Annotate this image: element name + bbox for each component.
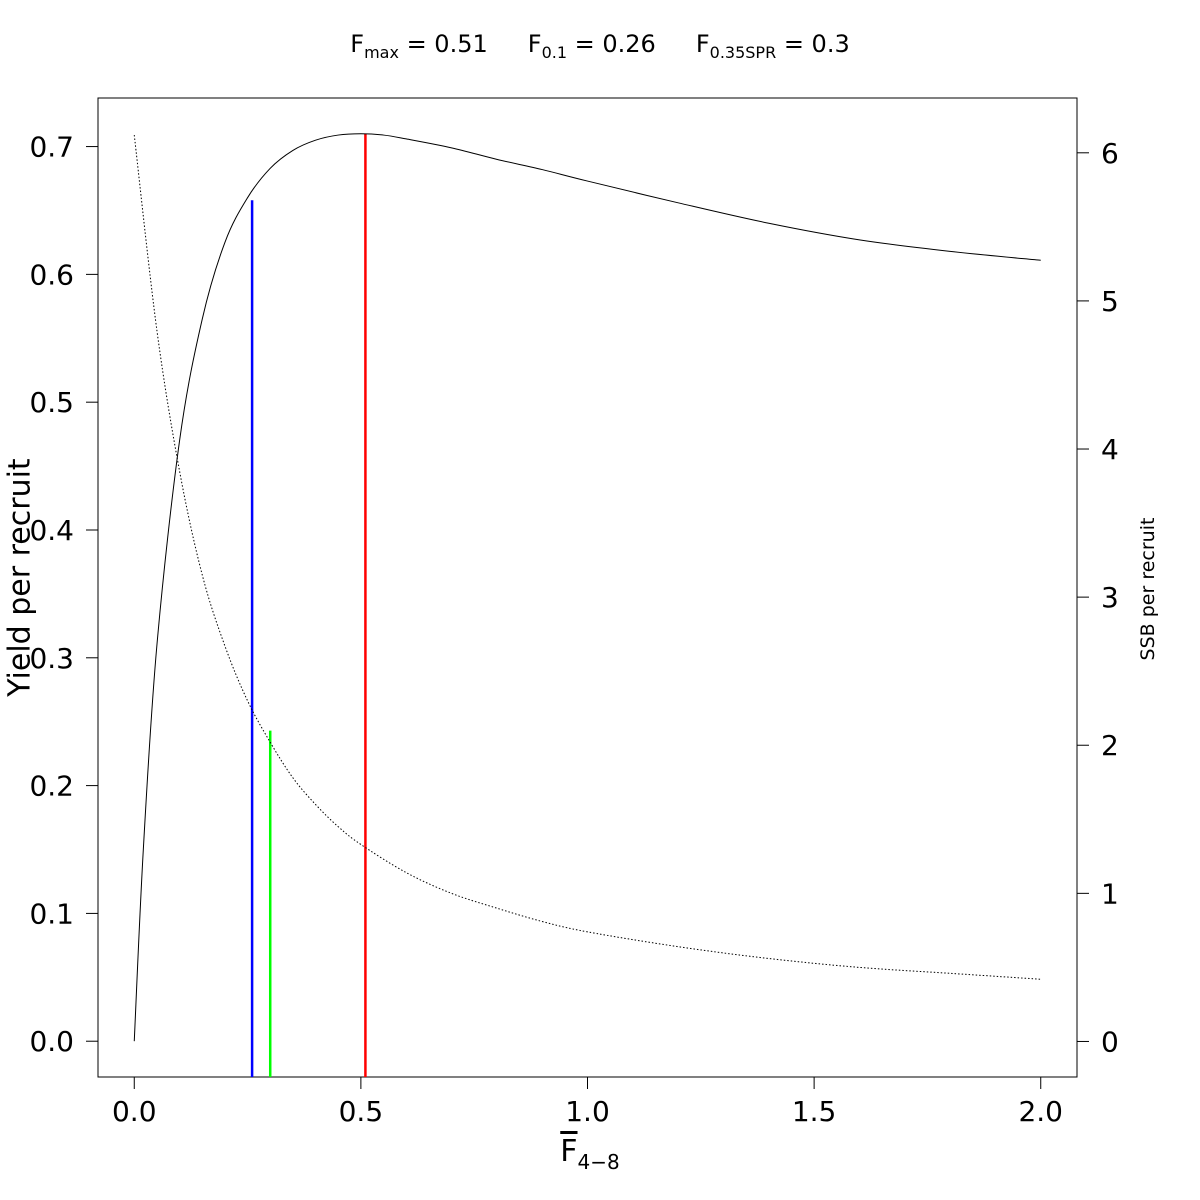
plot-frame [97,97,1078,1078]
y-tick-label: 0.3 [29,642,74,675]
yield-per-recruit-line [133,133,1041,1042]
series-layer [133,133,1041,1042]
y2-tick-label: 2 [1101,729,1119,762]
y-tick-label: 0.6 [29,258,74,291]
y2-tick-label: 6 [1101,137,1119,170]
x-axis: 0.0 0.5 1.0 1.5 2.0 [112,1077,1063,1128]
y2-axis-label: SSB per recruit [1137,517,1159,661]
y-tick-label: 0.5 [29,386,74,419]
x-tick-label: 0.0 [112,1095,157,1128]
x-tick-label: 1.5 [792,1095,837,1128]
y2-tick-label: 5 [1101,285,1119,318]
y-tick-label: 0.7 [29,131,74,164]
x-axis-label: F4−8 [560,1134,620,1174]
y-tick-label: 0.4 [29,514,74,547]
y2-tick-label: 0 [1101,1025,1119,1058]
x-tick-label: 0.5 [339,1095,384,1128]
chart-title: Fmax = 0.51 F0.1 = 0.26 F0.35SPR = 0.3 [0,30,1200,62]
ssb-per-recruit-line [133,134,1041,980]
fmax-label: Fmax = 0.51 [350,30,488,62]
y2-tick-label: 3 [1101,581,1119,614]
y-tick-label: 0.2 [29,770,74,803]
x-tick-label: 1.0 [565,1095,610,1128]
y-tick-label: 0.1 [29,897,74,930]
y2-tick-label: 1 [1101,877,1119,910]
reference-lines [250,133,367,1077]
y2-tick-label: 4 [1101,433,1119,466]
y-axis-label: Yield per recruit [2,458,38,697]
f01-label: F0.1 = 0.26 [527,30,656,62]
y-axis-right: 0 1 2 3 4 5 6 [1077,137,1119,1058]
fspr-label: F0.35SPR = 0.3 [695,30,850,62]
y-axis-left: 0.0 0.1 0.2 0.3 0.4 0.5 0.6 0.7 [29,131,98,1058]
x-tick-label: 2.0 [1018,1095,1063,1128]
y-tick-label: 0.0 [29,1025,74,1058]
